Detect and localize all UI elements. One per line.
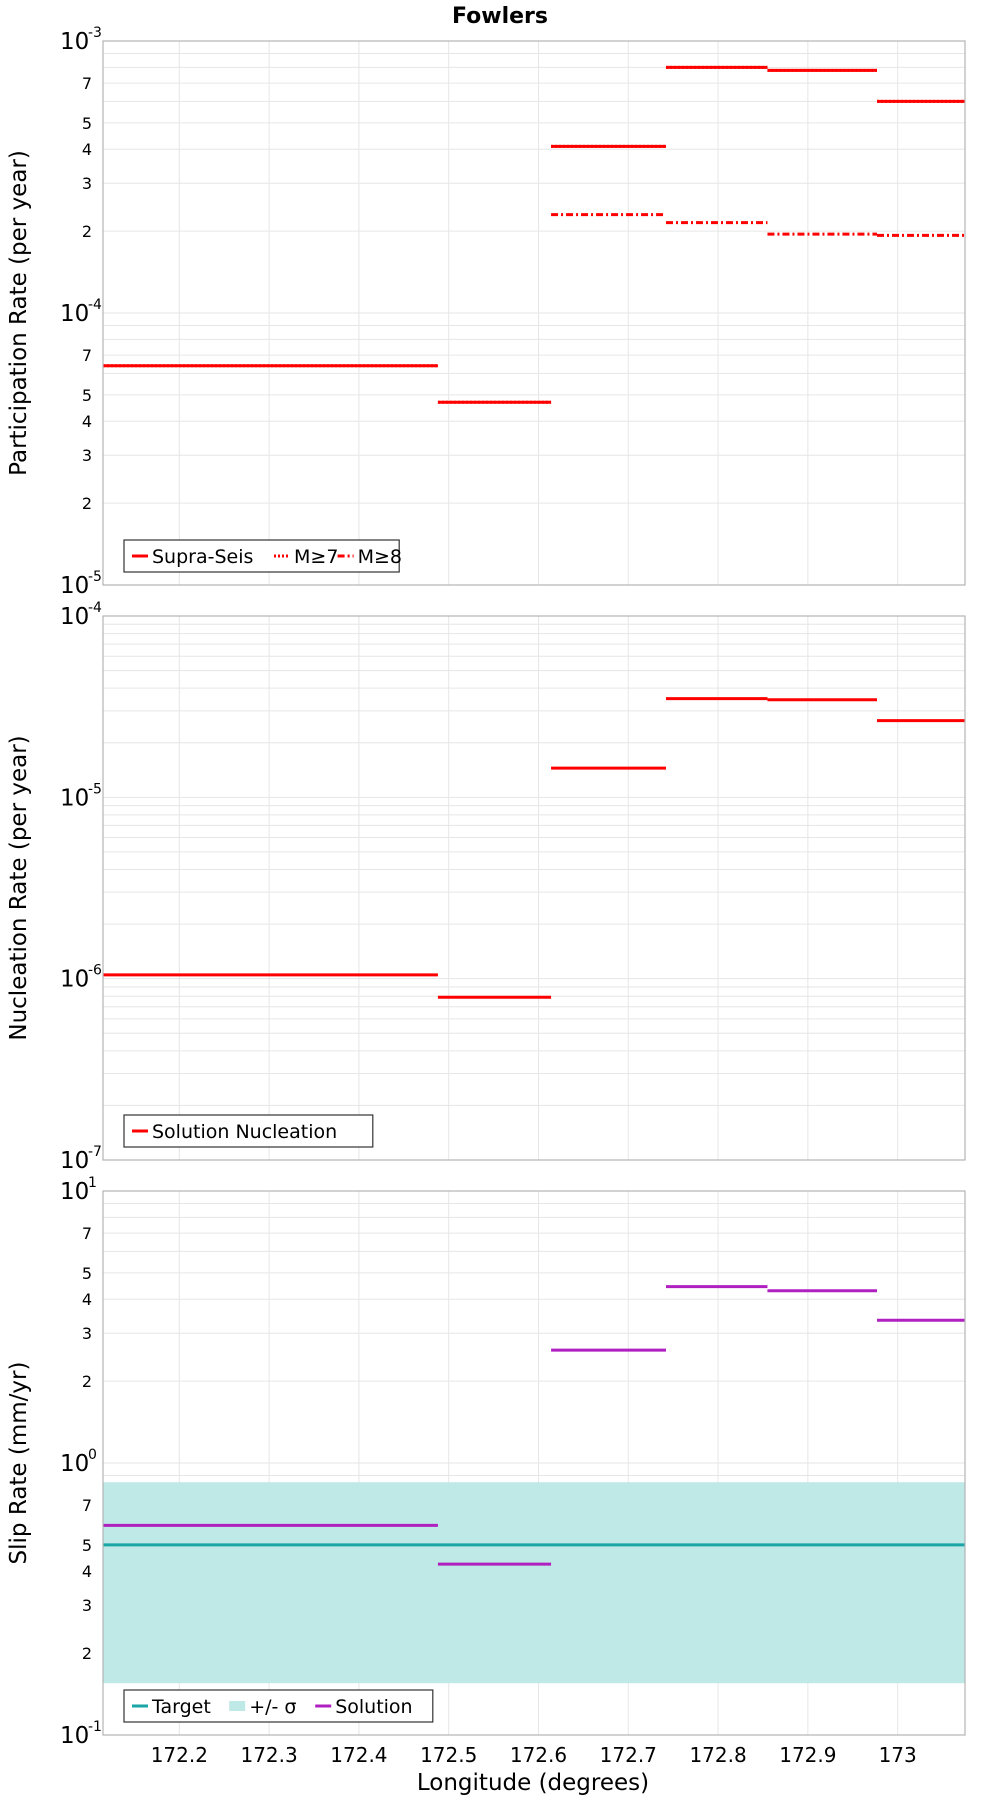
legend-box [123, 1114, 374, 1148]
y-minor-tick-label: 7 [82, 1496, 92, 1515]
plot-frame [102, 40, 966, 586]
y-minor-tick-label: 2 [82, 222, 92, 241]
plot-frame [102, 615, 966, 1161]
y-minor-tick-label: 4 [82, 412, 92, 431]
y-minor-tick-label: 5 [82, 386, 92, 405]
y-minor-tick-label: 7 [82, 74, 92, 93]
y-minor-tick-label: 4 [82, 140, 92, 159]
y-tick-exponent: -4 [88, 600, 102, 616]
y-minor-tick-label: 3 [82, 446, 92, 465]
y-minor-tick-label: 7 [82, 346, 92, 365]
y-tick-label: 10 [60, 1148, 89, 1174]
y-minor-tick-label: 4 [82, 1562, 92, 1581]
y-minor-tick-label: 2 [82, 1644, 92, 1663]
plot-frame [102, 1190, 966, 1736]
x-tick-label: 172.7 [600, 1743, 657, 1767]
x-tick-label: 172.3 [240, 1743, 297, 1767]
y-tick-label: 10 [60, 1179, 89, 1205]
x-tick-label: 172.9 [779, 1743, 836, 1767]
legend-label: Target [151, 1696, 211, 1718]
x-axis-ticks: 172.2 172.3 172.4 172.5 172.6 172.7 172.8 172.9… [151, 1743, 917, 1767]
y-minor-tick-label: 3 [82, 1596, 92, 1615]
legend-label: Supra-Seis [152, 546, 253, 568]
y-axis-label: Participation Rate (per year) [6, 150, 32, 476]
y-minor-tick-label: 4 [82, 1290, 92, 1309]
y-tick-exponent: 0 [88, 1447, 97, 1463]
sigma-band [103, 1482, 965, 1684]
y-tick-label: 10 [60, 1723, 89, 1749]
y-tick-exponent: -1 [88, 1719, 102, 1735]
legend-label: +/- σ [249, 1696, 296, 1718]
y-minor-tick-label: 5 [82, 1536, 92, 1555]
y-tick-label: 10 [60, 573, 89, 599]
legend-label: M≥8 [358, 546, 402, 568]
y-tick-exponent: 1 [88, 1175, 97, 1191]
y-tick-exponent: -5 [88, 781, 102, 797]
y-axis-label: Slip Rate (mm/yr) [6, 1362, 32, 1565]
legend-label: Solution Nucleation [152, 1121, 337, 1143]
x-tick-label: 172.6 [510, 1743, 567, 1767]
x-axis-label: Longitude (degrees) [417, 1770, 649, 1796]
y-tick-label: 10 [60, 1451, 89, 1477]
y-tick-label: 10 [60, 785, 89, 811]
legend-box [123, 539, 400, 573]
y-tick-label: 10 [60, 301, 89, 327]
x-tick-label: 172.8 [689, 1743, 746, 1767]
x-tick-label: 172.2 [151, 1743, 208, 1767]
y-tick-label: 10 [60, 967, 89, 993]
y-minor-tick-label: 5 [82, 114, 92, 133]
y-tick-exponent: -5 [88, 569, 102, 585]
x-tick-label: 172.5 [420, 1743, 477, 1767]
legend-label: Solution [335, 1696, 412, 1718]
y-minor-tick-label: 5 [82, 1264, 92, 1283]
y-minor-tick-label: 3 [82, 1324, 92, 1343]
y-tick-exponent: -6 [88, 963, 102, 979]
x-tick-label: 173 [879, 1743, 917, 1767]
y-minor-tick-label: 2 [82, 1372, 92, 1391]
y-minor-tick-label: 2 [82, 494, 92, 513]
legend: Solution Nucleation [123, 1114, 374, 1148]
y-minor-tick-label: 3 [82, 174, 92, 193]
y-tick-exponent: -4 [88, 297, 102, 313]
legend-label: M≥7 [294, 546, 338, 568]
chart-title: Fowlers [452, 4, 548, 29]
y-axis-label: Nucleation Rate (per year) [6, 735, 32, 1040]
y-tick-label: 10 [60, 604, 89, 630]
y-minor-tick-label: 7 [82, 1224, 92, 1243]
y-tick-exponent: -3 [88, 25, 102, 41]
legend-swatch [229, 1701, 246, 1711]
legend-box [123, 1689, 434, 1723]
y-tick-exponent: -7 [88, 1144, 102, 1160]
y-tick-label: 10 [60, 29, 89, 55]
legend: Target +/- σ Solution [123, 1689, 434, 1723]
legend: Supra-Seis M≥7 M≥8 [123, 539, 402, 573]
x-tick-label: 172.4 [330, 1743, 387, 1767]
